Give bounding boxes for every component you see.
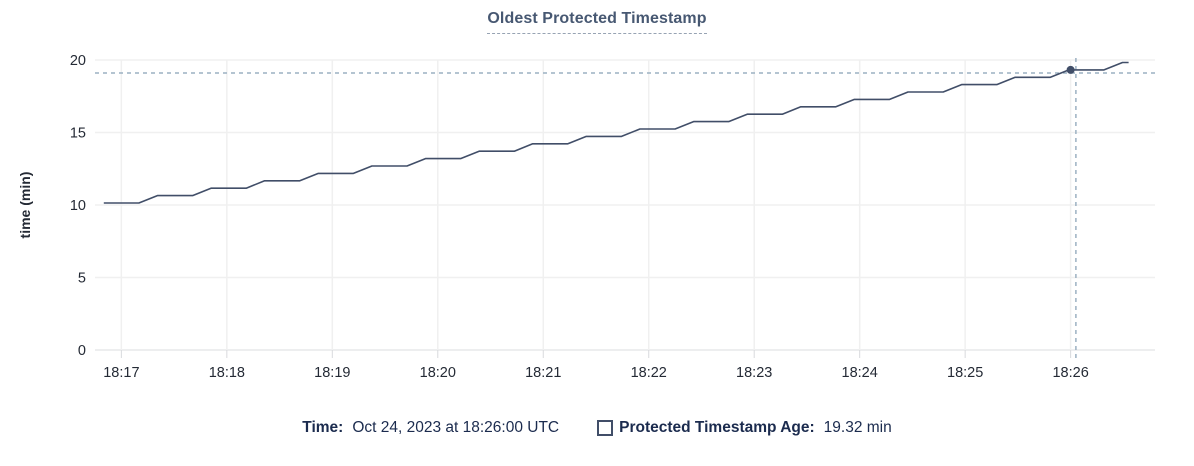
legend-series-value: 19.32 min [823, 419, 892, 436]
x-tick-label: 18:20 [420, 365, 456, 381]
series-swatch-icon [597, 420, 614, 436]
plot-area[interactable] [95, 60, 1155, 350]
x-tick-label: 18:21 [525, 365, 561, 381]
x-tick-label: 18:26 [1052, 365, 1088, 381]
y-tick-label: 10 [70, 198, 86, 214]
legend-series-label: Protected Timestamp Age: [619, 419, 815, 436]
x-tick-label: 18:23 [736, 365, 772, 381]
y-tick-label: 15 [70, 126, 86, 142]
legend-series-item[interactable]: Protected Timestamp Age: 19.32 min [597, 419, 892, 437]
y-tick-label: 0 [78, 343, 86, 359]
x-tick-label: 18:18 [209, 365, 245, 381]
x-tick-label: 18:24 [842, 365, 878, 381]
x-tick-label: 18:17 [103, 365, 139, 381]
hover-point [1066, 65, 1075, 74]
x-tick-label: 18:22 [631, 365, 667, 381]
series-line [103, 61, 1129, 204]
chart-legend: Time: Oct 24, 2023 at 18:26:00 UTC Prote… [0, 419, 1194, 437]
x-tick-label: 18:25 [947, 365, 983, 381]
chart-title-row: Oldest Protected Timestamp [0, 10, 1194, 34]
chart-title[interactable]: Oldest Protected Timestamp [487, 10, 707, 34]
legend-time-item: Time: Oct 24, 2023 at 18:26:00 UTC [302, 419, 559, 437]
x-tick-label: 18:19 [314, 365, 350, 381]
legend-time-label: Time: [302, 419, 344, 436]
y-tick-label: 20 [70, 53, 86, 69]
y-axis-title: time (min) [17, 172, 33, 239]
legend-time-value: Oct 24, 2023 at 18:26:00 UTC [352, 419, 560, 436]
y-tick-label: 5 [78, 271, 86, 287]
